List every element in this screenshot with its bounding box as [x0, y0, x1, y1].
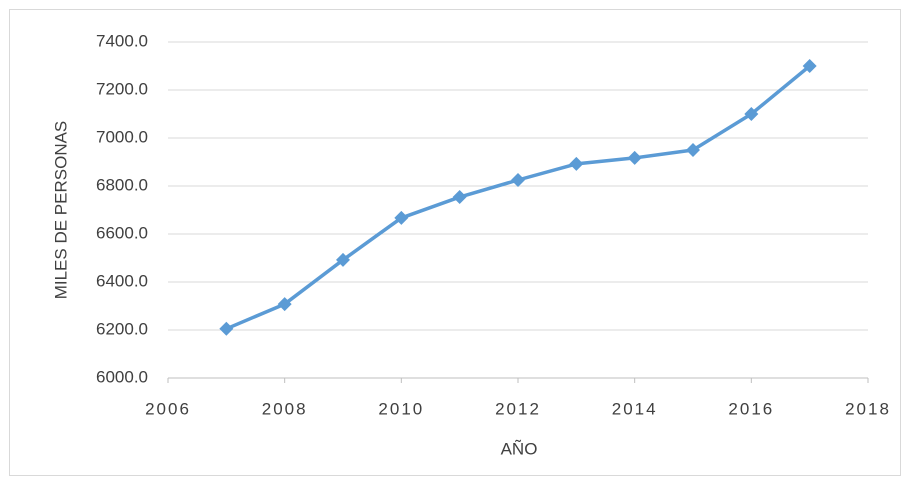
data-point [686, 143, 700, 157]
y-tick-label: 6000.0 [96, 367, 148, 386]
y-tick-label: 7000.0 [96, 127, 148, 146]
x-tick-label: 2010 [378, 399, 424, 418]
y-tick-label: 6400.0 [96, 271, 148, 290]
x-tick-label: 2014 [612, 399, 658, 418]
data-point [802, 59, 817, 73]
data-point [394, 210, 409, 225]
y-tick-label: 7200.0 [96, 79, 148, 98]
y-tick-label: 6200.0 [96, 319, 148, 338]
data-point [627, 150, 642, 165]
y-axis-label: MILES DE PERSONAS [51, 121, 70, 300]
data-point [277, 297, 292, 312]
y-tick-label: 7400.0 [96, 31, 148, 50]
x-tick-label: 2012 [495, 399, 541, 418]
data-point [336, 252, 350, 267]
data-point [511, 173, 525, 187]
x-axis-label: AÑO [501, 439, 538, 458]
x-tick-label: 2006 [145, 399, 191, 418]
y-tick-label: 6600.0 [96, 223, 148, 242]
data-point [744, 107, 759, 121]
y-tick-label: 6800.0 [96, 175, 148, 194]
x-tick-label: 2018 [845, 399, 891, 418]
data-point [219, 321, 234, 336]
chart-border [9, 9, 901, 476]
data-point [452, 190, 467, 205]
data-point [569, 156, 584, 171]
x-tick-label: 2016 [728, 399, 774, 418]
x-tick-label: 2008 [262, 399, 308, 418]
